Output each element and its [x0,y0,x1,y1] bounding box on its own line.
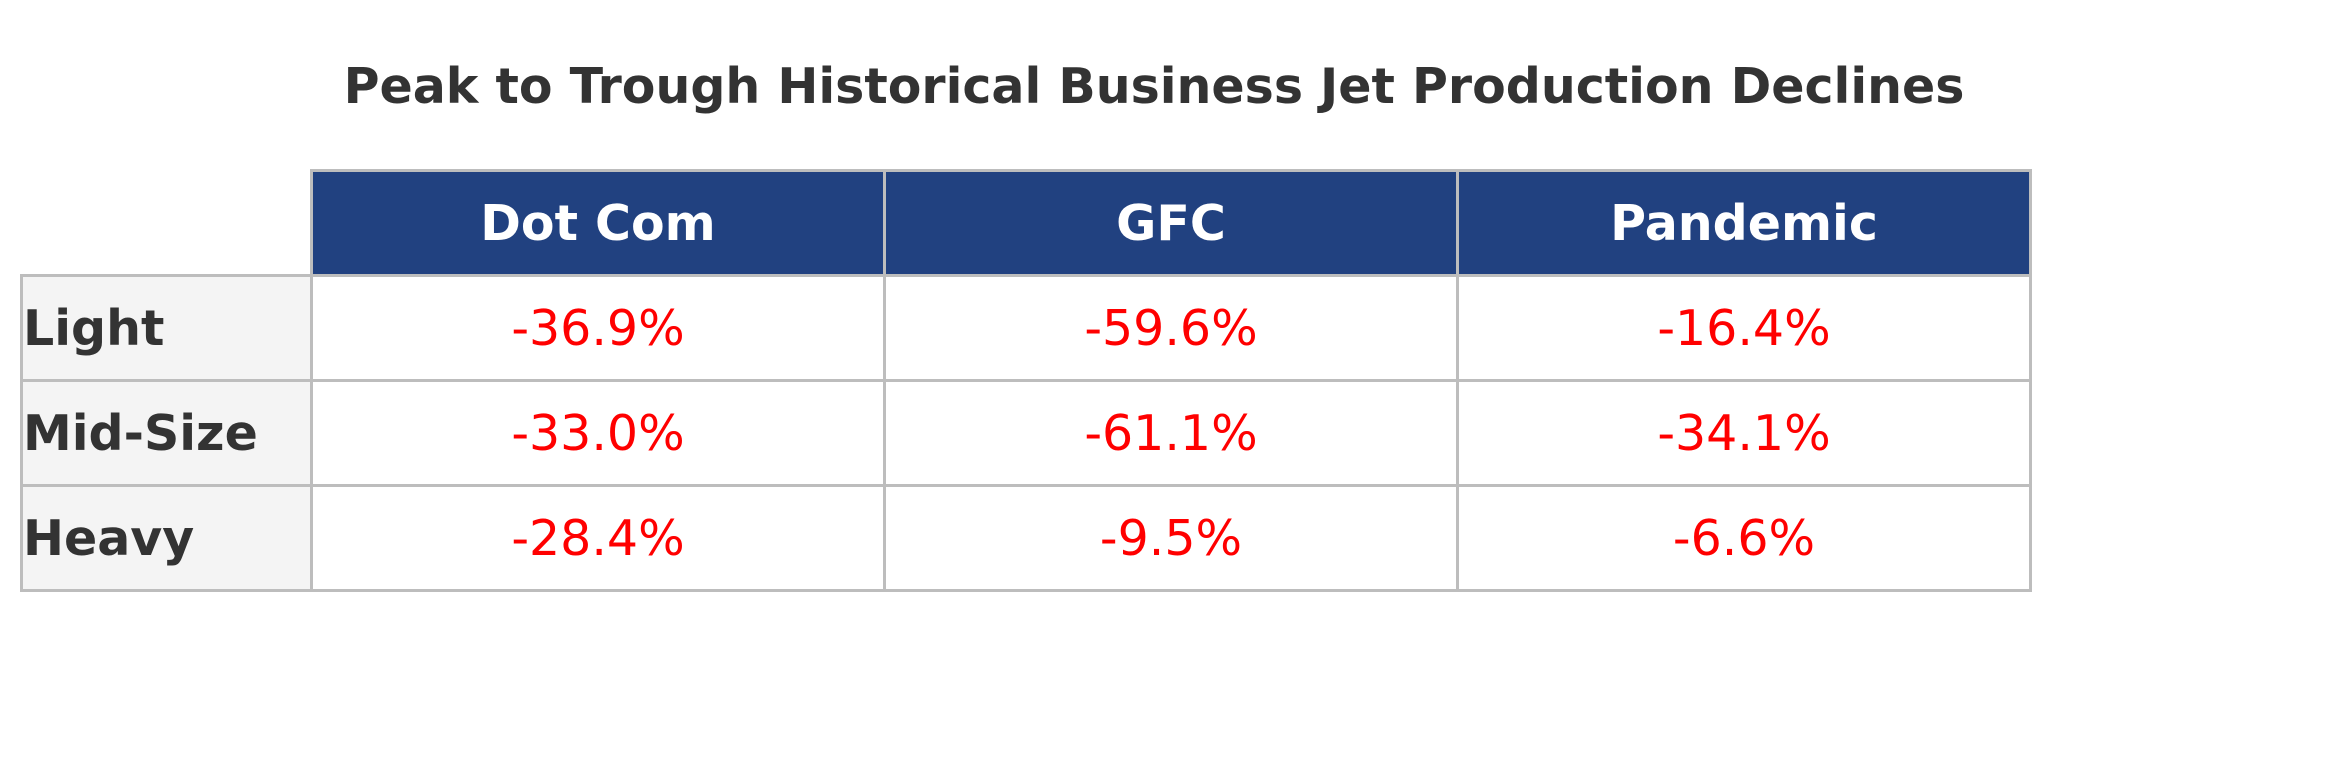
value-cell: -9.5% [883,484,1459,592]
header-row: Dot Com GFC Pandemic [22,169,2032,277]
table-row-mid-size: Mid-Size -33.0% -61.1% -34.1% [20,379,2032,487]
corner-cell [22,171,312,276]
row-header-light: Light [20,274,313,382]
value-cell: -16.4% [1456,274,2032,382]
column-header-dot-com: Dot Com [310,169,886,277]
column-header-gfc: GFC [883,169,1459,277]
value-cell: -59.6% [883,274,1459,382]
row-header-mid-size: Mid-Size [20,379,313,487]
value-cell: -28.4% [310,484,886,592]
value-cell: -36.9% [310,274,886,382]
column-header-pandemic: Pandemic [1456,169,2032,277]
production-decline-table: Dot Com GFC Pandemic Light -36.9% -59.6%… [20,169,2032,592]
table-row-light: Light -36.9% -59.6% -16.4% [20,274,2032,382]
value-cell: -61.1% [883,379,1459,487]
table-row-heavy: Heavy -28.4% -9.5% -6.6% [20,484,2032,592]
value-cell: -6.6% [1456,484,2032,592]
value-cell: -34.1% [1456,379,2032,487]
row-header-heavy: Heavy [20,484,313,592]
chart-title: Peak to Trough Historical Business Jet P… [343,58,1965,115]
value-cell: -33.0% [310,379,886,487]
